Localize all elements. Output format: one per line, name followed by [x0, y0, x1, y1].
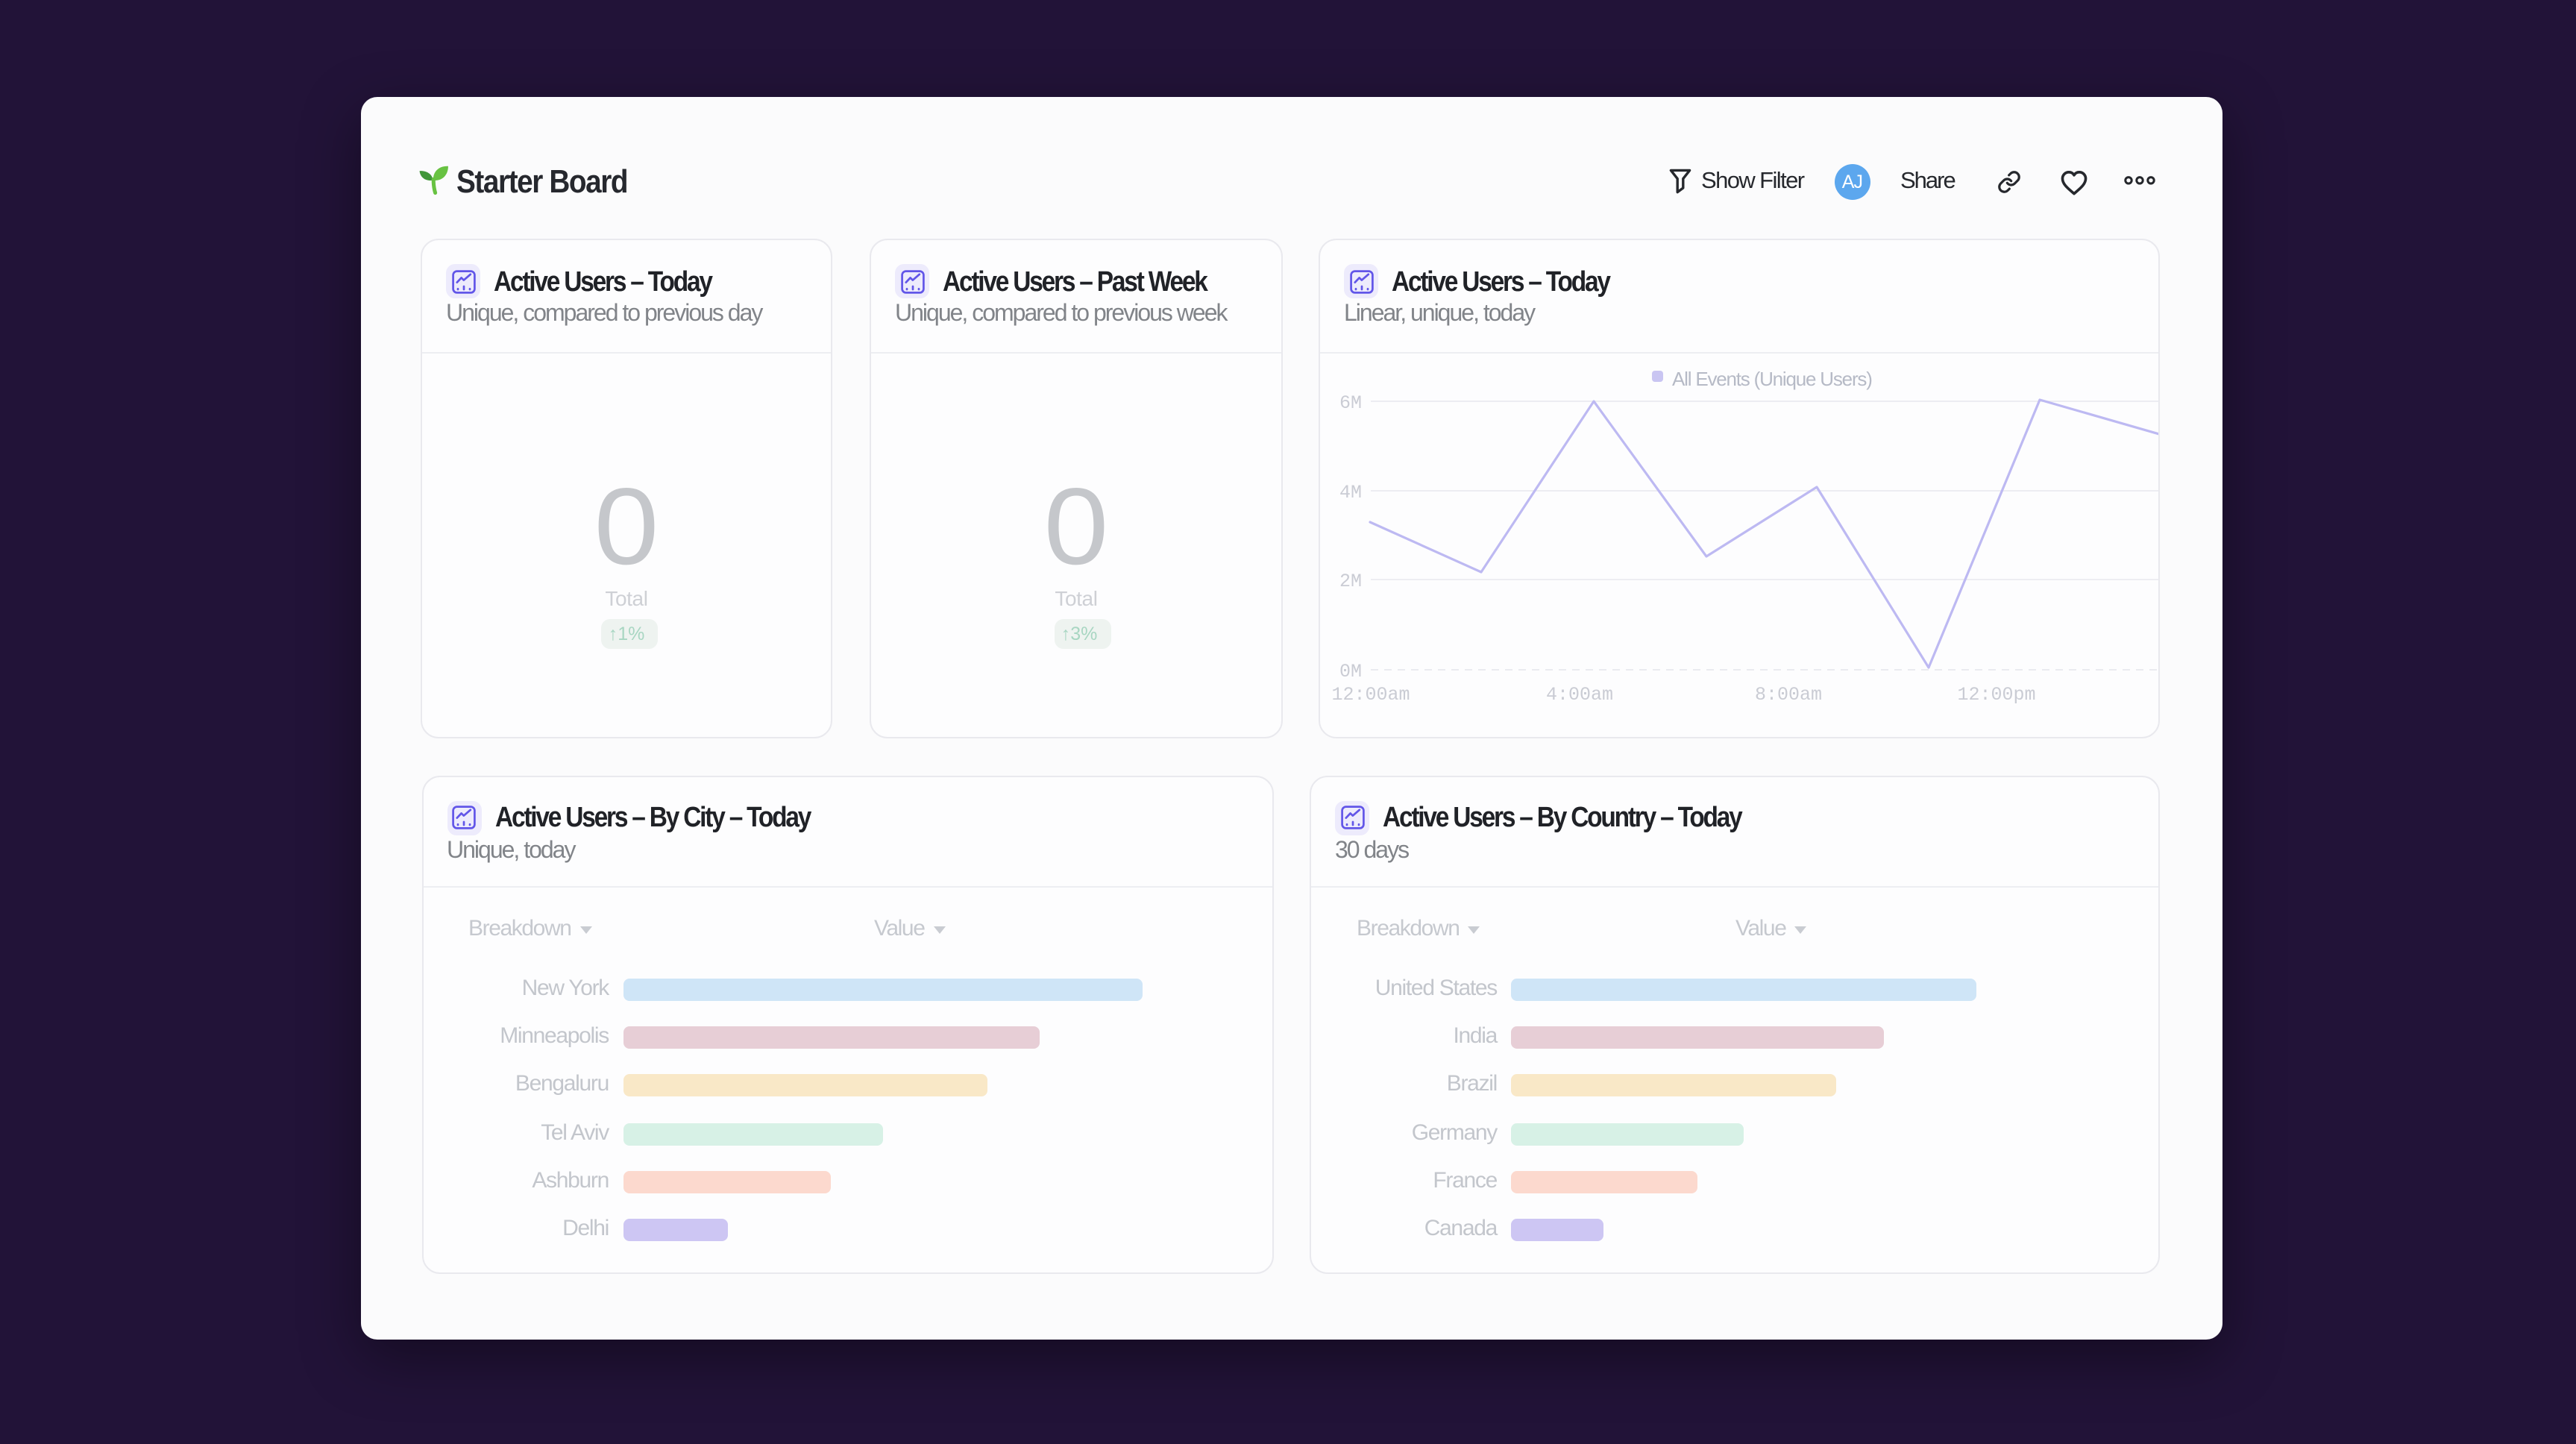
svg-text:All Events (Unique Users): All Events (Unique Users)	[1672, 368, 1872, 390]
svg-text:4M: 4M	[1339, 482, 1362, 503]
svg-text:12:00am: 12:00am	[1331, 684, 1410, 706]
svg-text:0M: 0M	[1339, 661, 1362, 682]
svg-text:2M: 2M	[1339, 571, 1362, 592]
svg-text:8:00am: 8:00am	[1755, 684, 1822, 706]
svg-text:6M: 6M	[1339, 392, 1362, 414]
svg-text:4:00am: 4:00am	[1546, 684, 1613, 706]
svg-text:12:00pm: 12:00pm	[1957, 684, 2035, 706]
